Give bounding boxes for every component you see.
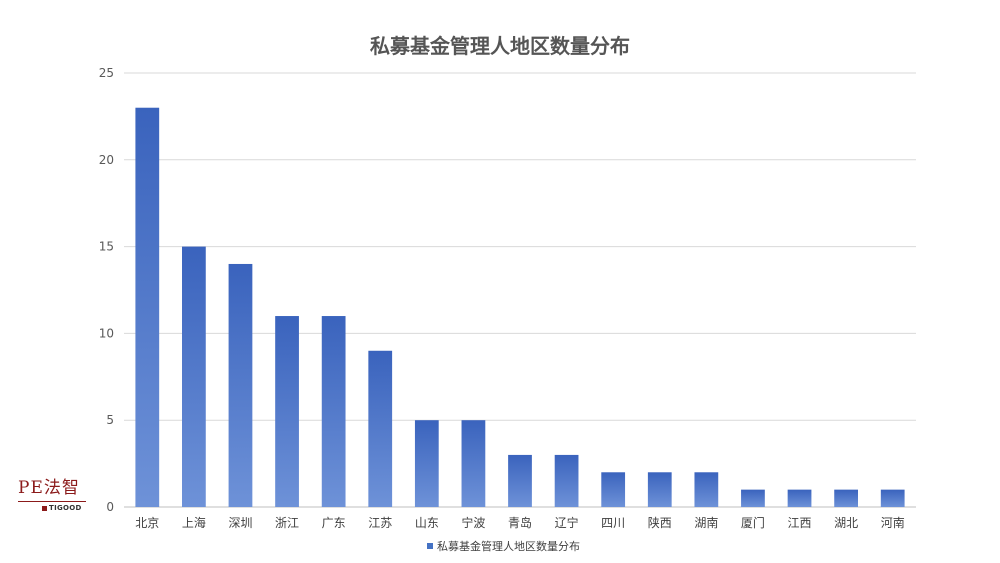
x-tick-label: 江西 — [788, 516, 812, 530]
x-tick-label: 上海 — [182, 515, 206, 530]
gridlines — [124, 72, 916, 508]
bar — [647, 472, 672, 507]
bar — [321, 316, 346, 507]
bar — [741, 489, 765, 507]
x-tick-label: 青岛 — [508, 515, 532, 530]
bar — [508, 454, 532, 507]
chart-title: 私募基金管理人地区数量分布 — [370, 34, 630, 58]
x-tick-label: 河南 — [881, 515, 905, 530]
logo-subtext: TIGOOD — [49, 504, 82, 512]
legend-label: 私募基金管理人地区数量分布 — [437, 539, 580, 553]
y-tick-label: 25 — [99, 66, 114, 80]
x-tick-label: 厦门 — [741, 515, 765, 530]
x-tick-label: 辽宁 — [555, 515, 579, 530]
y-tick-label: 15 — [99, 240, 114, 254]
x-tick-label: 深圳 — [228, 516, 252, 530]
y-tick-label: 10 — [99, 326, 114, 340]
y-axis-ticks: 0 5 10 15 20 25 — [99, 66, 114, 514]
bar — [461, 420, 486, 507]
legend: 私募基金管理人地区数量分布 — [427, 539, 580, 553]
logo-text: PE法智 — [18, 478, 80, 498]
x-tick-label: 宁波 — [461, 515, 485, 530]
bar — [880, 489, 905, 507]
bars — [135, 107, 905, 507]
bar — [414, 420, 439, 507]
x-tick-label: 山东 — [415, 516, 439, 530]
bar — [182, 246, 206, 507]
bar — [834, 489, 858, 507]
x-tick-label: 广东 — [322, 516, 346, 530]
bar — [368, 350, 393, 507]
bar — [135, 107, 160, 507]
logo-divider — [18, 501, 86, 502]
legend-swatch — [427, 543, 433, 549]
bar — [275, 316, 299, 507]
bar — [228, 263, 253, 507]
x-axis-ticks: 北京 上海 深圳 浙江 广东 江苏 山东 宁波 青岛 辽宁 四川 陕西 湖南 厦门 江西 湖北 河南 — [135, 515, 904, 530]
x-tick-label: 四川 — [601, 516, 625, 530]
bar — [554, 454, 579, 507]
x-tick-label: 江苏 — [368, 516, 392, 530]
x-tick-label: 陕西 — [648, 515, 672, 530]
logo-subtext-row: TIGOOD — [18, 504, 90, 512]
x-tick-label: 浙江 — [275, 516, 299, 530]
x-tick-label: 湖南 — [694, 515, 718, 530]
x-tick-label: 湖北 — [834, 515, 858, 530]
y-tick-label: 5 — [106, 413, 114, 427]
logo-mark-icon — [42, 505, 47, 511]
bar — [787, 489, 812, 507]
y-tick-label: 0 — [106, 500, 114, 514]
x-tick-label: 北京 — [135, 516, 159, 530]
bar — [601, 472, 626, 507]
bar — [694, 472, 719, 507]
y-tick-label: 20 — [99, 153, 114, 167]
pe-fazhi-logo: PE法智 TIGOOD — [18, 478, 90, 512]
